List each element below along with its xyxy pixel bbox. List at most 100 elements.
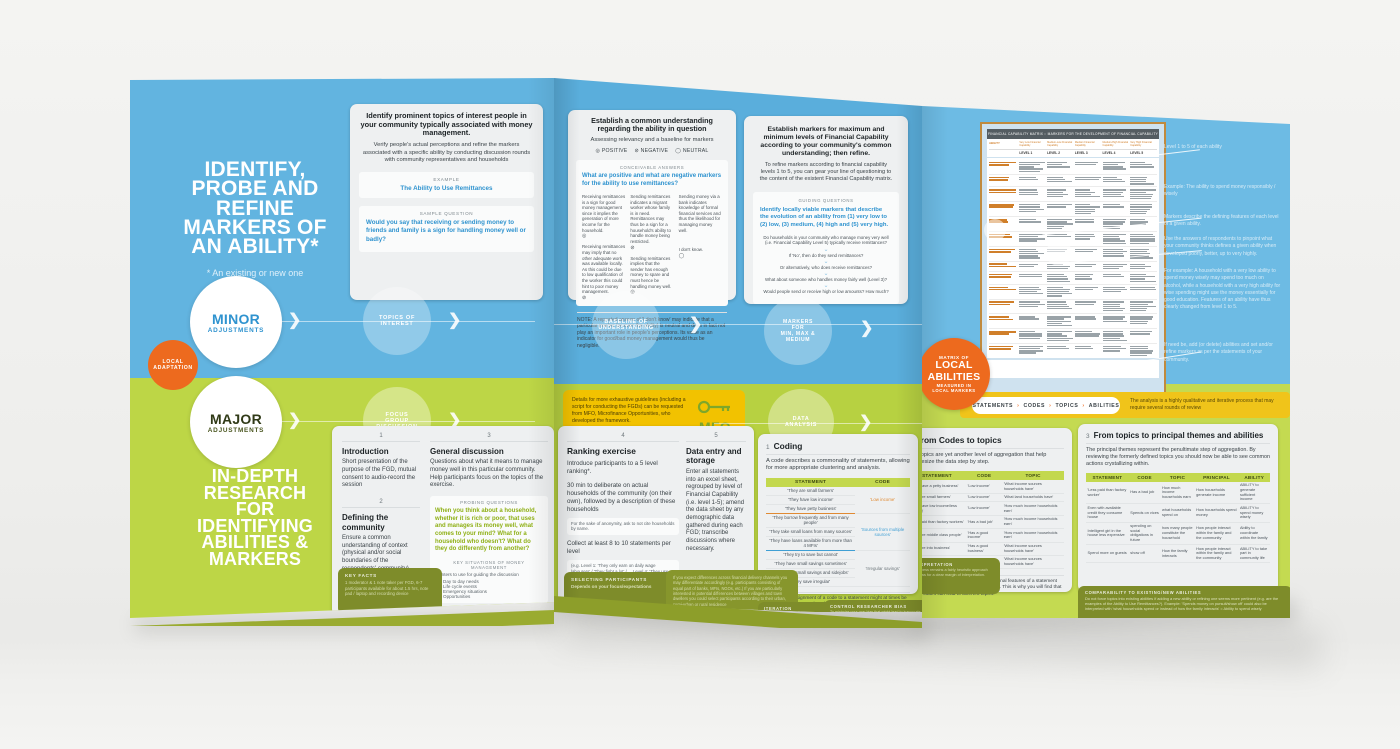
annotation-use-answers: Use the answers of respondents to pinpoi… <box>1164 236 1282 258</box>
chevron-right-icon-7: ❯ <box>859 412 872 432</box>
annotation-example-household: For example: A household with a very low… <box>1164 268 1282 312</box>
matrix-row-label <box>989 330 1018 342</box>
matrix-cell <box>1103 286 1130 298</box>
matrix-row-label <box>989 315 1018 327</box>
matrix-cell <box>1130 345 1157 357</box>
matrix-cell <box>1075 203 1102 215</box>
card-common-understanding[interactable]: Establish a common understanding regardi… <box>568 110 736 300</box>
matrix-cell <box>1103 263 1130 270</box>
matrix-cell <box>1019 203 1046 215</box>
flow-circle-local-adaptation[interactable]: LOCAL ADAPTATION <box>148 340 198 390</box>
matrix-row <box>989 175 1157 188</box>
matrix-body <box>987 158 1159 358</box>
matrix-cell <box>1047 330 1074 342</box>
brochure-panel-right: FINANCIAL CAPABILITY MATRIX :: MARKERS F… <box>922 106 1290 618</box>
page-title-bottom: IN-DEPTH RESEARCH FOR IDENTIFYING ABILIT… <box>150 468 360 567</box>
matrix-row-label <box>989 161 1018 173</box>
matrix-cell <box>1130 330 1157 342</box>
financial-capability-matrix[interactable]: FINANCIAL CAPABILITY MATRIX :: MARKERS F… <box>980 122 1166 398</box>
key-icon <box>697 399 733 415</box>
legend-neutral: ◯ NEUTRAL <box>675 148 708 154</box>
matrix-cell <box>1130 301 1157 313</box>
example-block: EXAMPLE The Ability to Use Remittances <box>359 172 534 198</box>
flow-step-topics-of-interest[interactable]: TOPICS OF INTEREST <box>363 287 431 355</box>
analysis-strip: STATEMENTS › CODES › TOPICS › ABILITIES The… <box>960 392 1290 418</box>
flow-circle-major-adjustments[interactable]: MAJOR ADJUSTMENTS <box>190 376 282 468</box>
chevron-down-icon-3: ⌄ <box>760 270 892 277</box>
matrix-cell <box>1047 188 1074 200</box>
matrix-cell <box>1019 273 1046 283</box>
matrix-cell <box>1103 301 1130 313</box>
guiding-questions-chain: Do households in your community who mana… <box>760 235 892 294</box>
matrix-row <box>989 344 1157 358</box>
matrix-row-label <box>989 273 1018 283</box>
annotation-example: Example: The ability to spend money resp… <box>1164 184 1276 199</box>
flow-circle-minor-adjustments[interactable]: MINOR ADJUSTMENTS <box>190 276 282 368</box>
page-title-footnote: * An existing or new one <box>150 268 360 278</box>
marker-icon-positive-1: ◎ <box>582 233 625 239</box>
matrix-row-label <box>989 188 1018 200</box>
matrix-cell <box>1019 263 1046 270</box>
chevron-down-icon-1: ⌄ <box>760 246 892 253</box>
chevron-right-icon-5: ❯ <box>689 314 702 334</box>
matrix-row-label <box>989 345 1018 357</box>
matrix-cell <box>1047 286 1074 298</box>
codes-to-topics-table: STATEMENTCODETOPIC'They have a petty bus… <box>922 471 1064 569</box>
matrix-cell <box>1047 315 1074 327</box>
matrix-cell <box>1075 273 1102 283</box>
matrix-cell <box>1047 161 1074 173</box>
fgd-step-number-2: 2 <box>342 499 420 508</box>
analysis-step-number-3: 3 <box>1086 433 1090 440</box>
trifold-brochure: IDENTIFY, PROBE AND REFINE MARKERS OF AN… <box>0 0 1400 749</box>
flow-step-markers-min-max-medium[interactable]: MARKERS FOR MIN, MAX & MEDIUM <box>764 297 832 365</box>
chevron-right-icon-1: ❯ <box>288 310 301 330</box>
matrix-cell <box>1019 161 1046 173</box>
matrix-cell <box>1047 218 1074 230</box>
matrix-cell <box>1047 273 1074 283</box>
analysis-caption: The analysis is a highly qualitative and… <box>1130 398 1280 411</box>
card-establish-markers[interactable]: Establish markers for maximum and minimu… <box>744 116 908 304</box>
matrix-row-label <box>989 286 1018 298</box>
matrix-cell <box>1130 161 1157 173</box>
matrix-cell <box>1103 176 1130 186</box>
legend-positive: ◎ POSITIVE <box>595 148 627 154</box>
matrix-cell <box>1019 248 1046 260</box>
matrix-cell <box>1103 188 1130 200</box>
olive-box-comparability: COMPARABILITY TO EXISTING/NEW ABILITIES … <box>1078 586 1290 618</box>
matrix-row <box>989 300 1157 315</box>
annotation-markers: Markers describe the defining features o… <box>1164 214 1282 229</box>
flow-step-baseline-of-understanding[interactable]: BASELINE OF UNDERSTANDING <box>592 291 660 359</box>
matrix-cell <box>1075 330 1102 342</box>
matrix-cell <box>1103 233 1130 245</box>
matrix-cell <box>1019 188 1046 200</box>
matrix-cell <box>1075 248 1102 260</box>
matrix-cell <box>1103 273 1130 283</box>
legend-negative: ⊘ NEGATIVE <box>634 148 668 154</box>
card-topics-to-themes[interactable]: 3 From topics to principal themes and ab… <box>1078 424 1278 592</box>
themes-table: STATEMENT CODE TOPIC PRINCIPAL ABILITY 'Less … <box>1086 473 1270 564</box>
matrix-cell <box>1130 203 1157 215</box>
olive-box-iteration: ITERATION You may need to rebuild (chang… <box>758 602 832 612</box>
card-identify-topics[interactable]: Identify prominent topics of interest pe… <box>350 104 543 300</box>
matrix-cell <box>1075 188 1102 200</box>
matrix-cell <box>1019 286 1046 298</box>
chevron-down-icon-4: ⌄ <box>760 282 892 289</box>
matrix-cell <box>1103 315 1130 327</box>
chevron-down-icon-2: ⌄ <box>760 258 892 265</box>
brochure-panel-left: IDENTIFY, PROBE AND REFINE MARKERS OF AN… <box>130 78 554 618</box>
matrix-cell <box>1130 188 1157 200</box>
matrix-cell <box>1075 286 1102 298</box>
matrix-cell <box>1047 345 1074 357</box>
matrix-cell <box>1130 233 1157 245</box>
matrix-cell <box>1075 315 1102 327</box>
key-situations-list: Day to day needs Life cycle events Emerg… <box>443 579 543 599</box>
matrix-cell <box>1075 301 1102 313</box>
matrix-row <box>989 232 1157 247</box>
matrix-cell <box>1075 161 1102 173</box>
matrix-row <box>989 187 1157 202</box>
analysis-pill[interactable]: STATEMENTS › CODES › TOPICS › ABILITIES <box>972 397 1120 414</box>
chevron-right-icon-3: ❯ <box>288 410 301 430</box>
matrix-cell <box>1130 176 1157 186</box>
brochure-panel-center: Establish a common understanding regardi… <box>554 78 922 612</box>
matrix-row <box>989 247 1157 262</box>
